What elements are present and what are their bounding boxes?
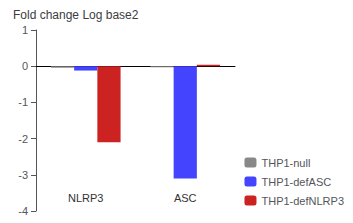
svg-text:-3: -3 [18,169,28,181]
svg-text:THP1-defNLRP3: THP1-defNLRP3 [261,195,344,207]
svg-text:-4: -4 [18,205,28,217]
svg-text:Fold change Log base2: Fold change Log base2 [13,8,139,22]
svg-text:THP1-defASC: THP1-defASC [261,176,331,188]
svg-text:1: 1 [22,24,28,36]
svg-text:NLRP3: NLRP3 [68,192,103,204]
svg-text:-2: -2 [18,133,28,145]
svg-text:0: 0 [22,60,28,72]
svg-text:-1: -1 [18,96,28,108]
svg-text:ASC: ASC [174,192,197,204]
svg-text:THP1-null: THP1-null [261,157,310,169]
